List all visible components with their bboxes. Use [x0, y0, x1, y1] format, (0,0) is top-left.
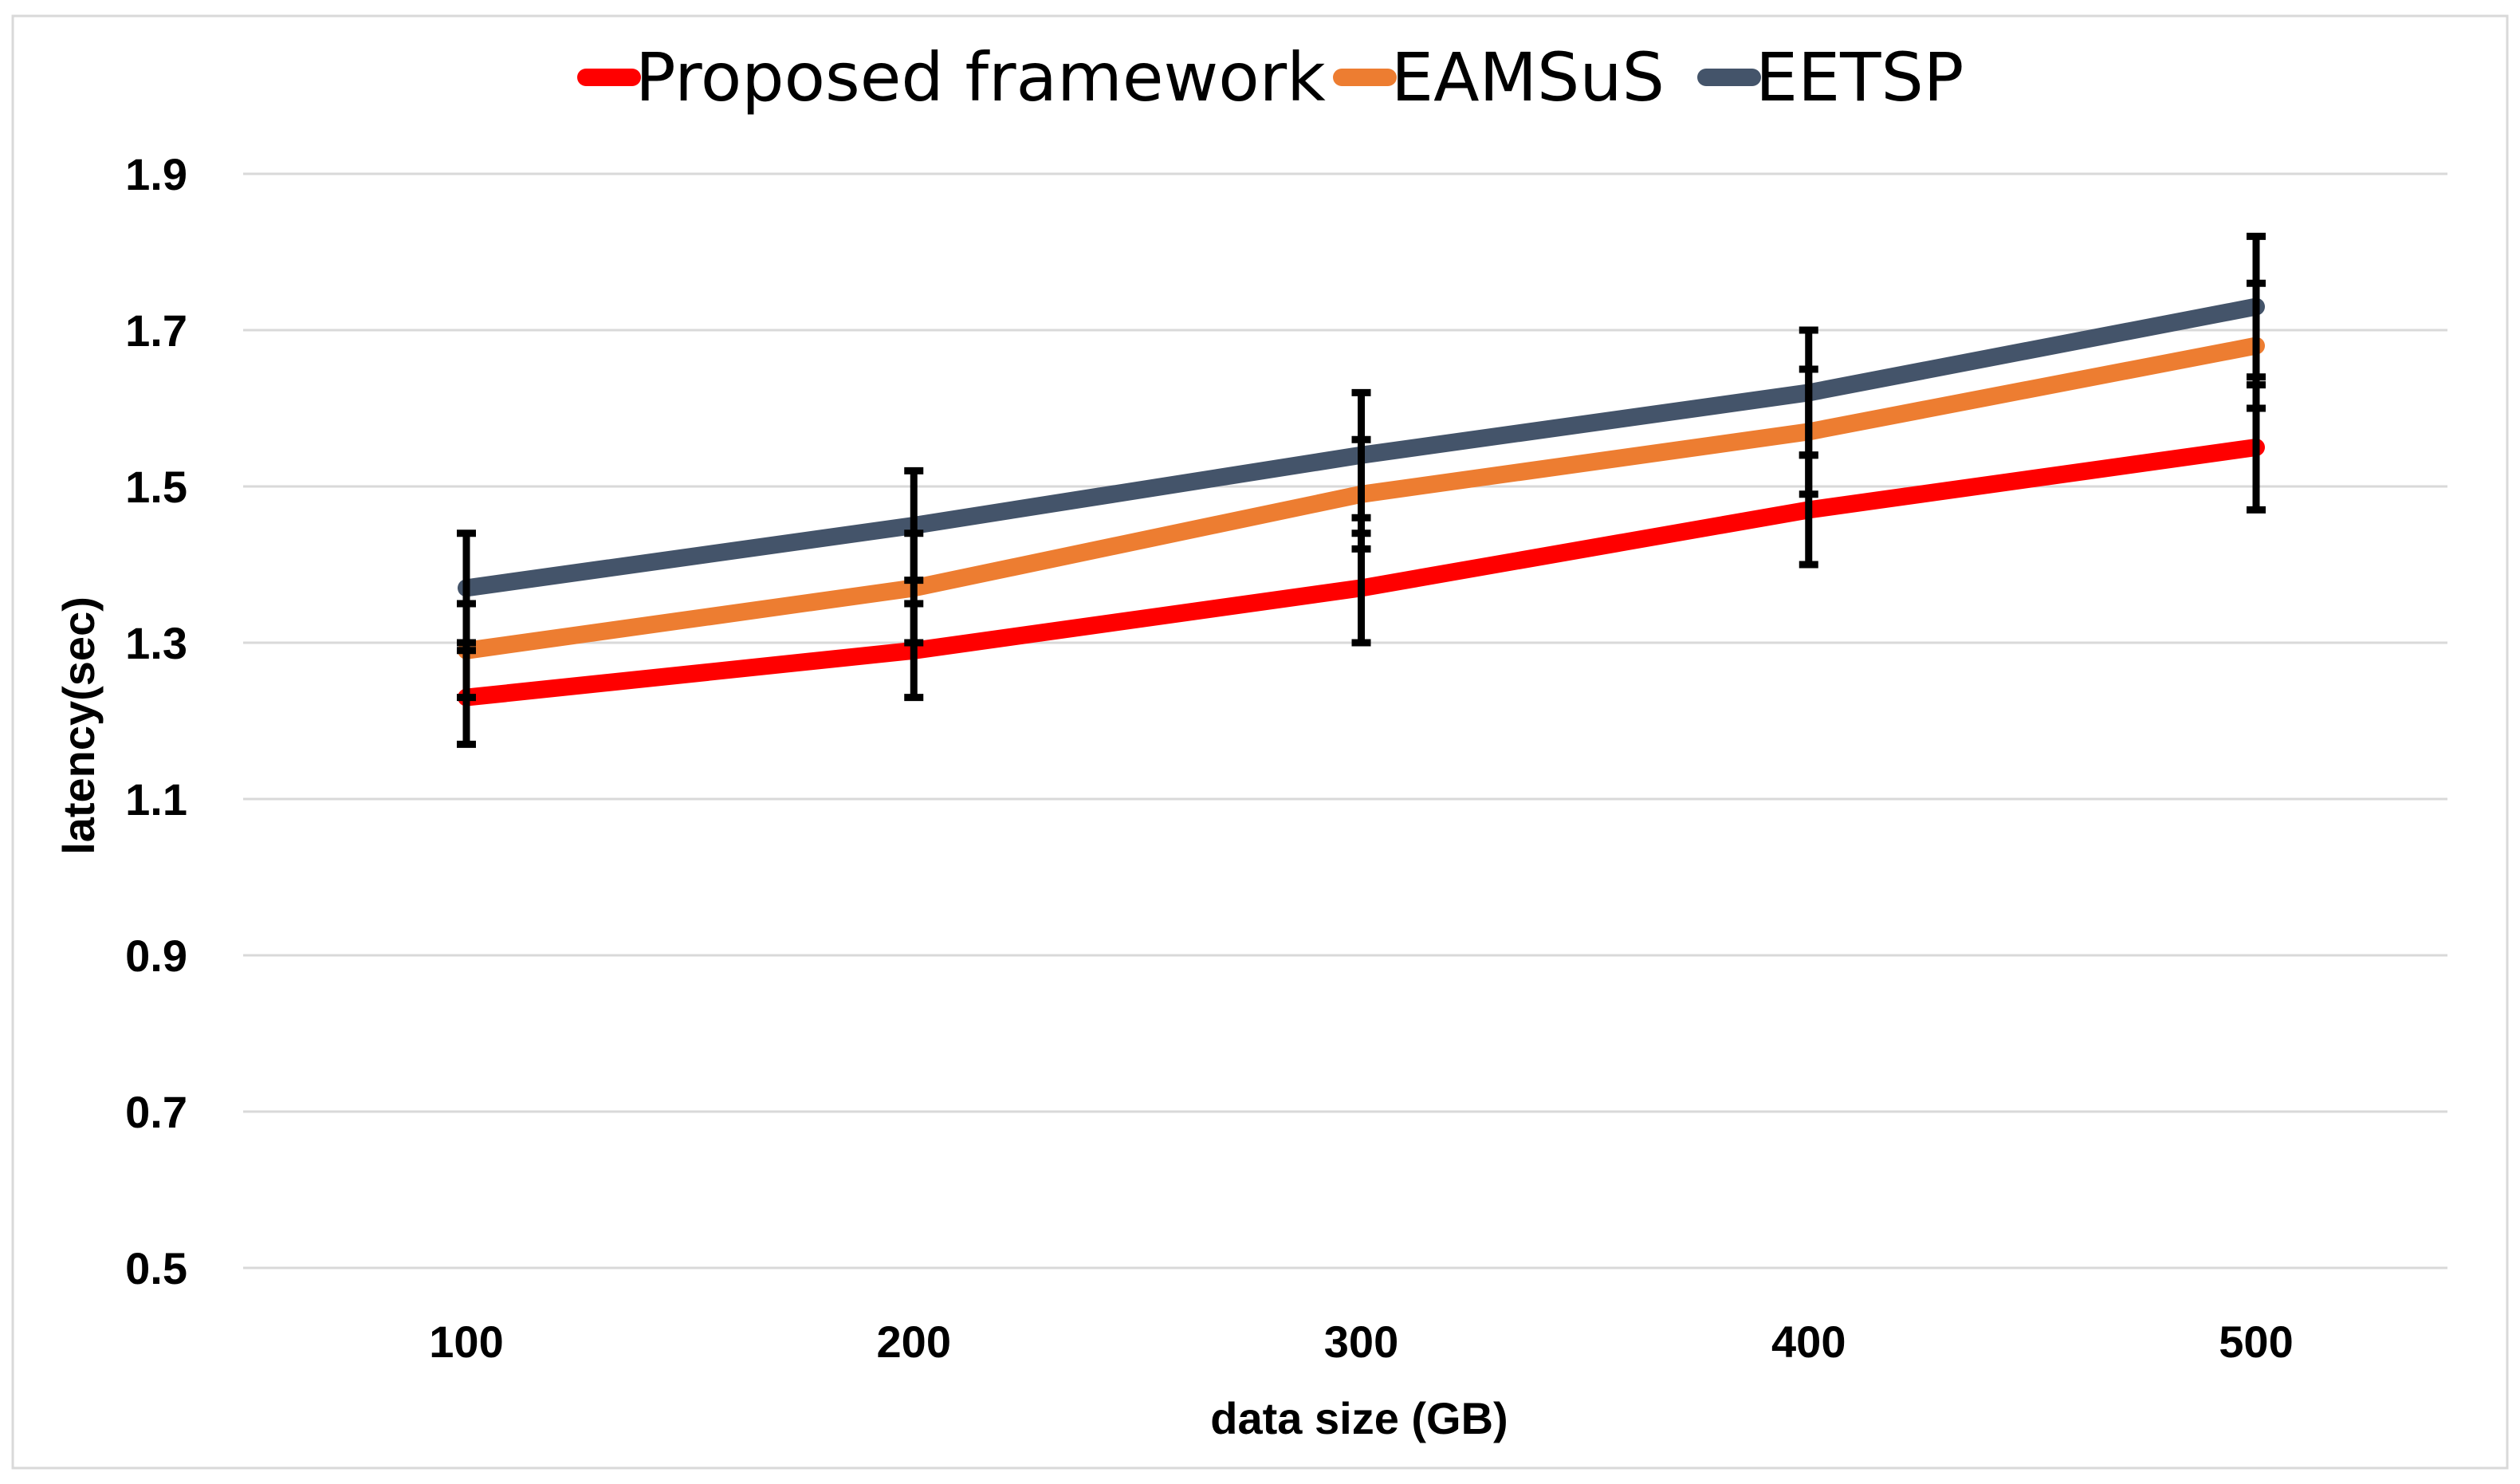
y-axis-title: latency(sec) — [53, 596, 104, 855]
y-tick-label: 1.9 — [125, 149, 187, 199]
chart-frame — [11, 14, 2509, 1470]
x-tick-label: 300 — [1324, 1317, 1398, 1367]
error-bars — [457, 232, 2266, 748]
y-tick-label: 1.5 — [125, 462, 187, 512]
y-tick-label: 0.5 — [125, 1243, 187, 1293]
x-tick-label: 500 — [2219, 1317, 2293, 1367]
gridlines — [243, 172, 2447, 1269]
y-tick-label: 1.7 — [125, 305, 187, 356]
y-tick-label: 0.9 — [125, 931, 187, 981]
x-tick-label: 400 — [1771, 1317, 1846, 1367]
legend-label: Proposed framework — [635, 38, 1326, 116]
legend-label: EAMSuS — [1391, 38, 1665, 116]
y-tick-label: 0.7 — [125, 1087, 187, 1137]
legend: Proposed framework EAMSuS EETSP — [577, 38, 1964, 116]
x-tick-label: 200 — [877, 1317, 951, 1367]
x-axis-title: data size (GB) — [1210, 1393, 1508, 1443]
y-tick-label: 1.3 — [125, 618, 187, 668]
y-axis-ticks: 0.5 0.7 0.9 1.1 1.3 1.5 1.7 1.9 — [125, 149, 187, 1293]
x-axis-ticks: 100 200 300 400 500 — [429, 1317, 2293, 1367]
x-tick-label: 100 — [429, 1317, 503, 1367]
legend-label: EETSP — [1755, 38, 1964, 116]
y-tick-label: 1.1 — [125, 774, 187, 825]
